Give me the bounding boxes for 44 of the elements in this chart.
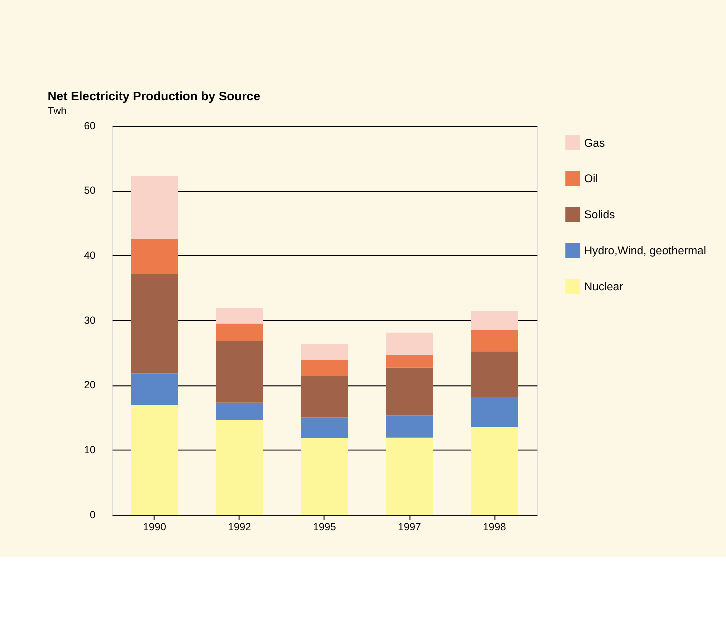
legend-label: Gas [584,138,606,150]
bar [216,308,264,324]
bar [131,274,178,374]
y-tick-label: 30 [84,316,96,327]
y-tick-label: 50 [84,186,96,198]
bar [131,176,178,239]
y-tick-label: 0 [90,510,96,522]
bar [301,344,348,360]
bar [216,420,264,515]
legend-label: Solids [584,210,616,222]
y-axis-title: Twh [48,106,68,118]
bar [471,311,518,330]
bar [216,341,264,403]
bar [301,438,348,515]
y-tick-label: 20 [84,380,96,392]
x-tick-label: 1995 [313,522,337,534]
bar [301,376,348,418]
y-tick-label: 60 [84,121,96,132]
bar [301,418,348,438]
legend-label: Oil [584,174,598,186]
bar [216,324,264,342]
bar [386,438,434,515]
bar [131,238,178,274]
bar [386,356,434,368]
x-tick-label: 1990 [143,522,167,534]
bar [386,416,434,438]
x-tick-label: 1998 [483,522,506,534]
bar [386,332,434,356]
bar [471,330,518,352]
y-tick-label: 10 [84,445,96,456]
bar [471,427,518,515]
bar [131,405,178,515]
x-tick-label: 1997 [398,522,422,534]
legend-label: Nuclear [584,281,624,294]
legend-label: Hydro,Wind, geothermal [584,245,706,258]
bar [301,360,348,376]
bar [386,368,434,416]
bar [131,374,178,406]
bar [471,397,518,428]
chart-title: Net Electricity Production by Source [48,90,261,104]
bar [471,352,518,398]
bar [216,402,264,420]
x-tick-label: 1992 [228,522,252,534]
y-tick-label: 40 [84,250,96,262]
